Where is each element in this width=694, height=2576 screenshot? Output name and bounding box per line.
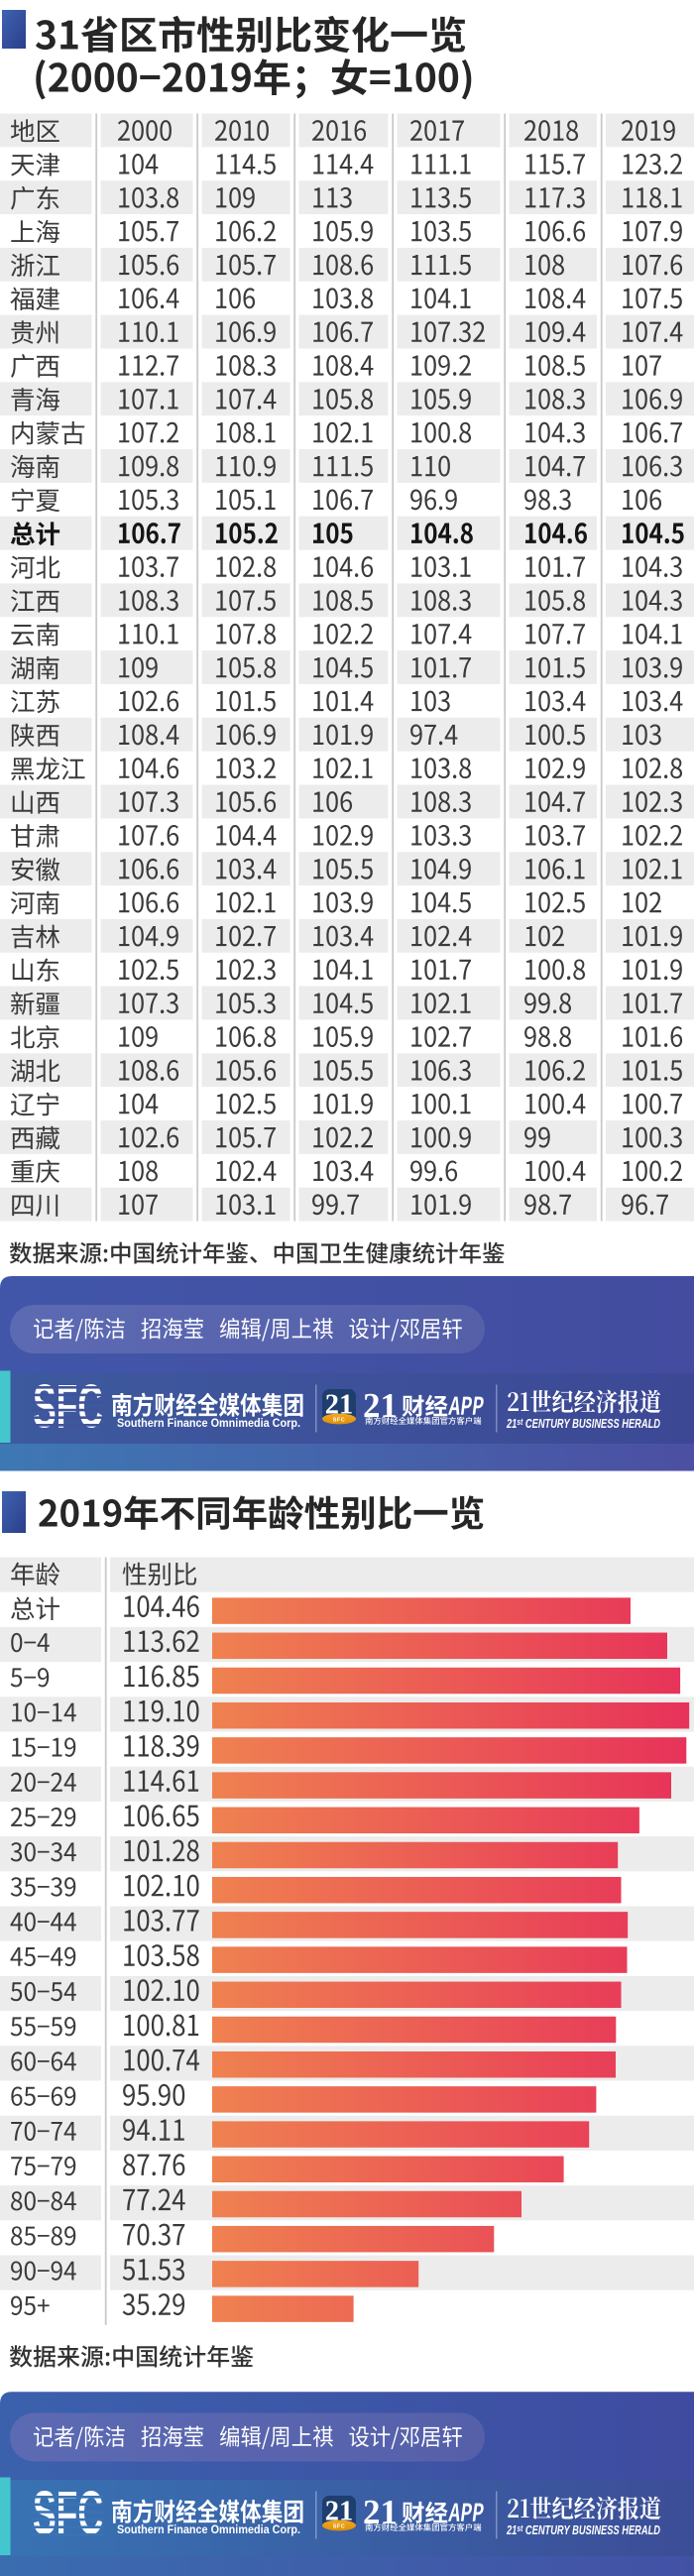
svg-text:Southern Finance Omnimedia Cor: Southern Finance Omnimedia Corp. [117, 1416, 300, 1430]
svg-text:SFC: SFC [33, 1373, 103, 1442]
svg-text:21st CENTURY BUSINESS HERALD: 21st CENTURY BUSINESS HERALD [506, 1417, 660, 1431]
svg-text:SFC: SFC [333, 1418, 346, 1424]
